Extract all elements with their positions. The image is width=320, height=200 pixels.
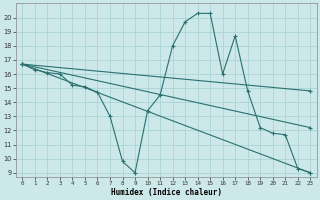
X-axis label: Humidex (Indice chaleur): Humidex (Indice chaleur) [111, 188, 222, 197]
